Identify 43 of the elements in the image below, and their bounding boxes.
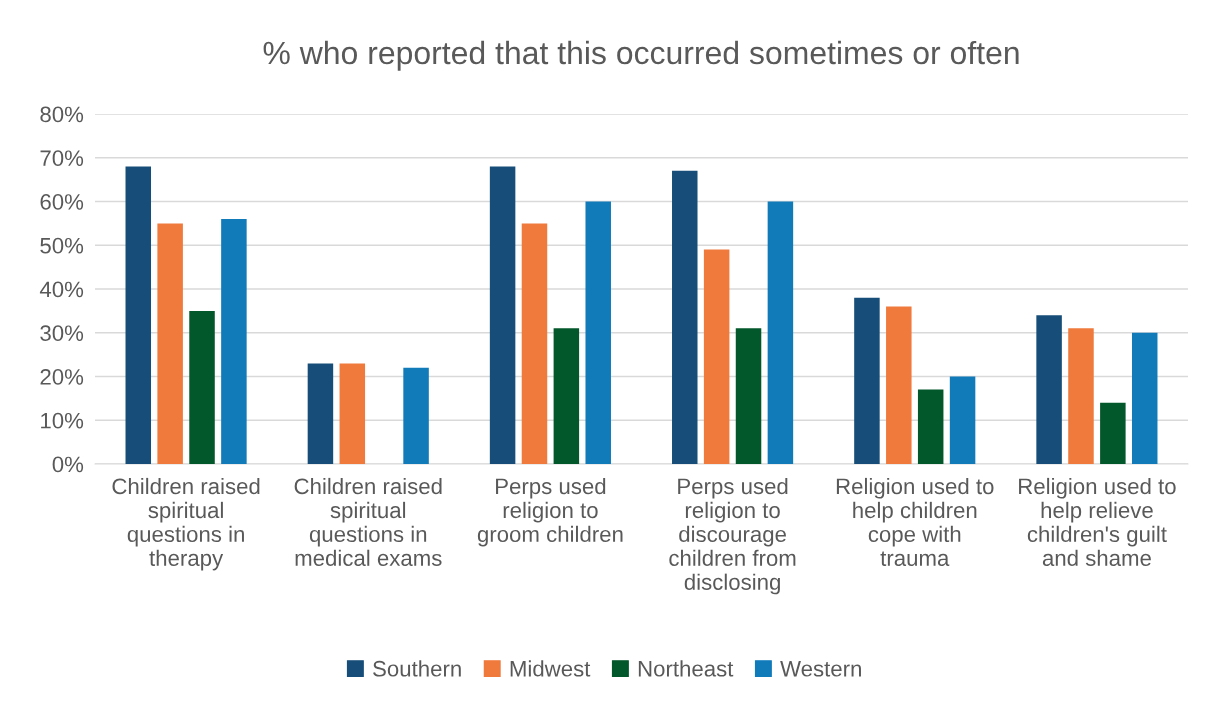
bar	[157, 223, 183, 464]
bar	[339, 363, 366, 464]
y-tick-label: 70%	[40, 150, 84, 167]
bar	[735, 328, 762, 464]
bar	[221, 219, 247, 464]
legend-label: Western	[780, 661, 861, 677]
bar	[521, 223, 548, 464]
bar	[1100, 402, 1126, 464]
legend-label: Southern	[373, 660, 461, 677]
y-tick-label: 10%	[41, 412, 84, 429]
bar	[672, 170, 698, 464]
bar	[1036, 315, 1062, 464]
bar	[307, 363, 334, 464]
bar	[403, 367, 429, 464]
x-tick-label: Perps used religion to groom children	[477, 477, 623, 547]
bar	[886, 306, 912, 464]
y-tick-label: 20%	[40, 369, 84, 385]
bar	[125, 166, 152, 464]
bar	[1131, 332, 1158, 464]
legend-label: Midwest	[510, 660, 591, 677]
x-tick-label: Children raised spiritual questions in therapy	[112, 477, 260, 571]
x-tick-label: Children raised spiritual questions in medical exams	[294, 477, 442, 567]
y-tick-label: 80%	[40, 106, 84, 123]
bar	[767, 201, 794, 464]
bar	[854, 297, 880, 464]
y-tick-label: 60%	[40, 194, 84, 210]
bar	[189, 310, 215, 464]
bar	[553, 328, 580, 464]
legend-label: Northeast	[638, 660, 734, 677]
y-tick-label: 40%	[39, 281, 84, 298]
x-tick-label: Perps used religion to discourage children from disclosing	[669, 477, 796, 595]
y-tick-label: 50%	[40, 237, 84, 254]
x-tick-label: Religion used to help children cope with trauma	[836, 477, 994, 567]
bar	[1068, 328, 1094, 464]
bar	[917, 389, 944, 464]
chart-title: % who reported that this occurred sometimes or often	[263, 40, 1019, 71]
y-tick-label: 0%	[52, 456, 84, 473]
bar	[585, 201, 611, 464]
bar	[949, 376, 976, 464]
x-tick-label: Religion used to help relieve children's guilt and shame	[1019, 477, 1176, 567]
bar	[489, 166, 516, 464]
bar	[703, 249, 730, 464]
y-tick-label: 30%	[40, 325, 84, 342]
